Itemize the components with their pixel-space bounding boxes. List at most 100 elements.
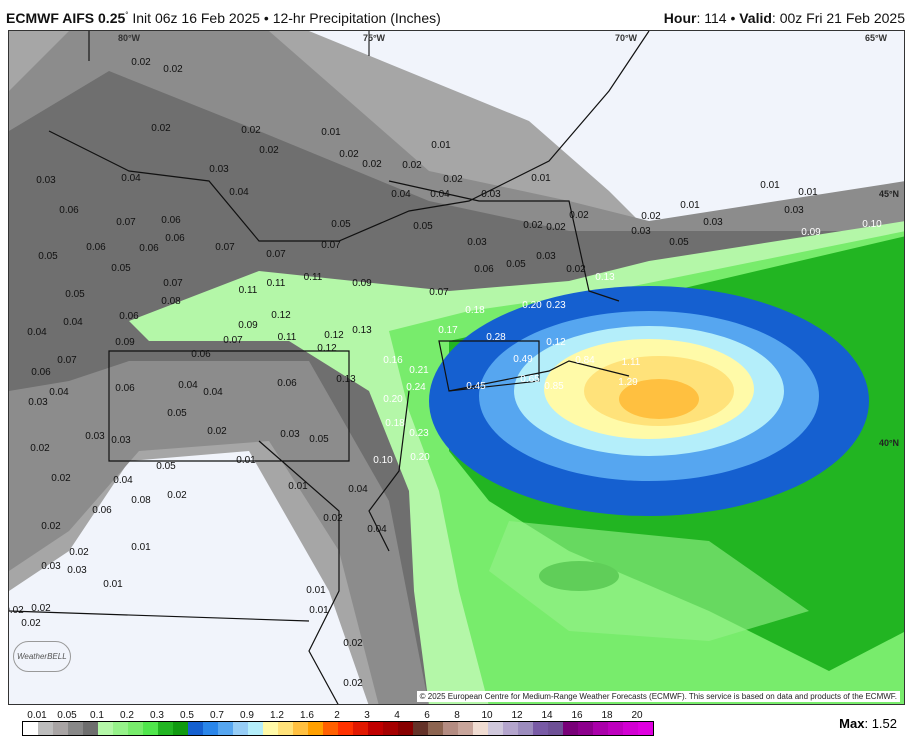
precip-value: 0.23 (546, 300, 566, 311)
precip-value: 0.01 (431, 140, 451, 151)
precip-value: 0.04 (391, 189, 411, 200)
precip-value: 0.06 (119, 311, 139, 322)
precip-value: 0.20 (410, 452, 430, 463)
precip-value: 0.02 (569, 210, 589, 221)
precip-value: 0.04 (113, 475, 133, 486)
precip-value: 0.65 (520, 374, 540, 385)
legend-swatch (278, 722, 293, 735)
legend-swatch (68, 722, 83, 735)
precip-value: 0.07 (266, 249, 286, 260)
precip-value: 0.04 (203, 387, 223, 398)
precip-value: 0.06 (31, 367, 51, 378)
precip-value: 0.09 (238, 320, 258, 331)
precip-value: 0.45 (466, 381, 486, 392)
legend-swatch (338, 722, 353, 735)
legend-swatch (383, 722, 398, 735)
precip-value: 0.05 (167, 408, 187, 419)
precip-value: 0.84 (575, 355, 595, 366)
legend-swatch (638, 722, 653, 735)
precip-value: 0.10 (862, 219, 882, 230)
precip-value: 0.02 (207, 426, 227, 437)
precipitation-map: 0.02 0.02 0.02 0.02 0.01 0.02 0.02 0.01 0.02 0.02… (8, 30, 905, 705)
precip-value: 0.04 (229, 187, 249, 198)
legend-swatch (578, 722, 593, 735)
precip-value: 0.05 (111, 263, 131, 274)
precip-value: 0.01 (288, 481, 308, 492)
precip-value: 0.01 (321, 127, 341, 138)
precip-value: 0.03 (280, 429, 300, 440)
boundaries (9, 31, 650, 704)
precip-value: 0.13 (336, 374, 356, 385)
precip-value: 0.07 (116, 217, 136, 228)
precip-value: 0.02 (41, 521, 61, 532)
precip-value: 0.05 (669, 237, 689, 248)
precip-value: 1.29 (618, 377, 638, 388)
legend-swatch (608, 722, 623, 735)
max-value: Max: 1.52 (839, 716, 897, 731)
precip-value: 0.05 (309, 434, 329, 445)
precip-value: 0.01 (798, 187, 818, 198)
precip-value: 0.02 (167, 490, 187, 501)
precip-value: 0.06 (86, 242, 106, 253)
legend-swatch (533, 722, 548, 735)
precip-value: 0.12 (271, 310, 291, 321)
legend-tick-label: 0.1 (90, 710, 104, 721)
precip-value: 0.04 (49, 387, 69, 398)
precip-value: 0.04 (121, 173, 141, 184)
precip-value: 0.02 (163, 64, 183, 75)
precip-value: 0.01 (306, 585, 326, 596)
latitude-label: 45°N (879, 189, 899, 199)
precip-value: 0.03 (85, 431, 105, 442)
legend-swatch (488, 722, 503, 735)
legend-tick-label: 1.2 (270, 710, 284, 721)
precip-value: 0.09 (801, 227, 821, 238)
map-title: ECMWF AIFS 0.25° Init 06z 16 Feb 2025 • … (6, 10, 441, 26)
precip-value: 0.02 (259, 145, 279, 156)
legend-tick-label: 18 (601, 710, 613, 721)
precip-value: 0.07 (321, 240, 341, 251)
legend-swatch (218, 722, 233, 735)
precip-value: 0.02 (546, 222, 566, 233)
legend-tick-label: 4 (394, 710, 400, 721)
precip-value: 0.01 (531, 173, 551, 184)
precip-value: 0.02 (31, 603, 51, 614)
legend-swatch (248, 722, 263, 735)
precip-value: 0.02 (9, 605, 24, 616)
legend-swatch (158, 722, 173, 735)
precip-value: 0.02 (323, 513, 343, 524)
precip-value: 0.05 (506, 259, 526, 270)
precip-value: 0.07 (163, 278, 183, 289)
precip-value: 0.05 (65, 289, 85, 300)
precip-value: 0.10 (373, 455, 393, 466)
precip-value: 0.05 (331, 219, 351, 230)
latitude-label: 40°N (879, 438, 899, 448)
precip-value: 0.06 (59, 205, 79, 216)
legend-tick-label: 1.6 (300, 710, 314, 721)
precip-value: 0.07 (57, 355, 77, 366)
precip-value: 0.03 (784, 205, 804, 216)
precip-value: 0.08 (131, 495, 151, 506)
precip-value: 0.02 (131, 57, 151, 68)
longitude-label: 75°W (363, 33, 386, 43)
precip-value: 0.28 (486, 332, 506, 343)
precip-value: 0.05 (38, 251, 58, 262)
legend-swatch (563, 722, 578, 735)
precip-value: 0.21 (409, 365, 429, 376)
legend-swatch (188, 722, 203, 735)
precip-value: 0.02 (402, 160, 422, 171)
precip-value: 0.02 (566, 264, 586, 275)
precip-value: 0.06 (161, 215, 181, 226)
precip-value: 0.09 (352, 278, 372, 289)
legend-tick-label: 0.5 (180, 710, 194, 721)
precip-value: 0.20 (522, 300, 542, 311)
precip-value: 0.20 (383, 394, 403, 405)
legend-swatch (473, 722, 488, 735)
precip-value: 0.09 (115, 337, 135, 348)
legend-swatch (203, 722, 218, 735)
precip-value: 0.07 (429, 287, 449, 298)
legend-tick-label: 12 (511, 710, 523, 721)
legend-swatch (98, 722, 113, 735)
precip-value: 0.11 (278, 332, 297, 343)
precip-value: 0.13 (352, 325, 372, 336)
precip-value: 0.06 (474, 264, 494, 275)
